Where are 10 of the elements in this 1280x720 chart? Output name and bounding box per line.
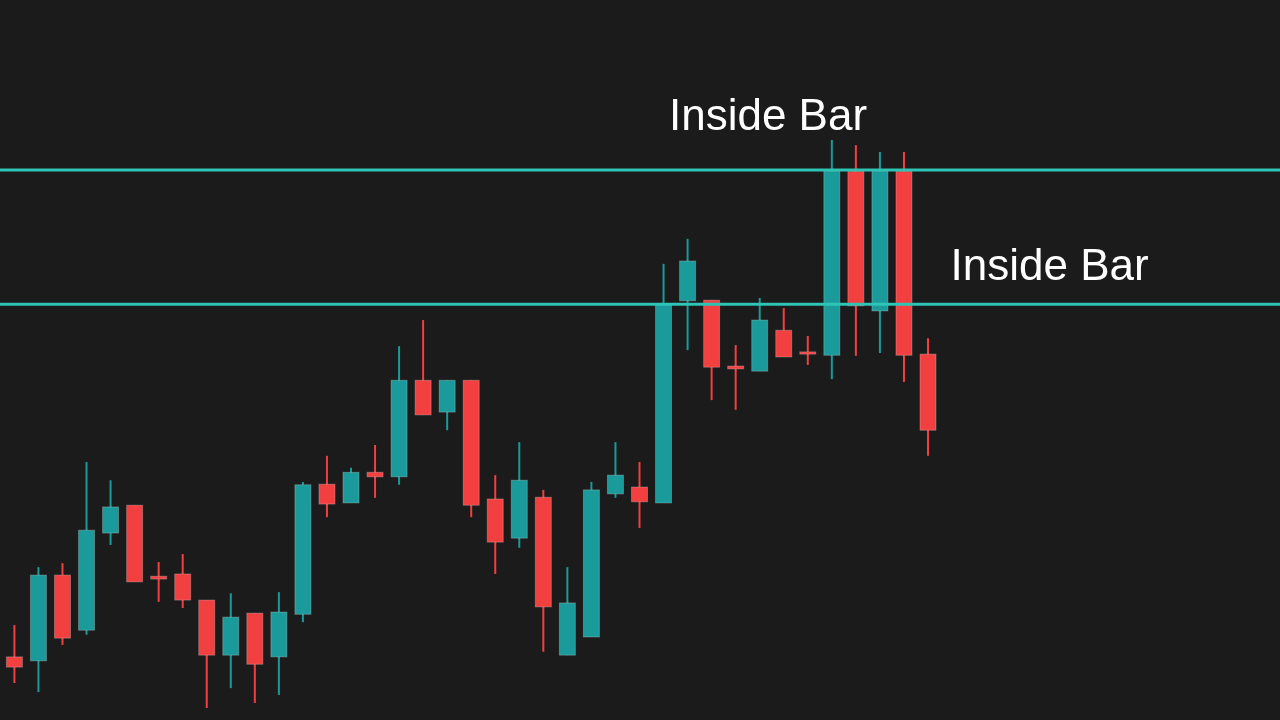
candlestick — [606, 441, 624, 499]
candlestick — [5, 624, 23, 685]
candlestick — [150, 561, 168, 603]
candlestick — [366, 444, 384, 499]
ref-line-label: Inside Bar — [950, 239, 1149, 289]
candlestick — [631, 461, 648, 529]
candlestick — [318, 454, 336, 519]
candlestick — [799, 334, 817, 366]
candlestick — [727, 344, 745, 411]
ref-line-label: Inside Bar — [668, 89, 868, 139]
